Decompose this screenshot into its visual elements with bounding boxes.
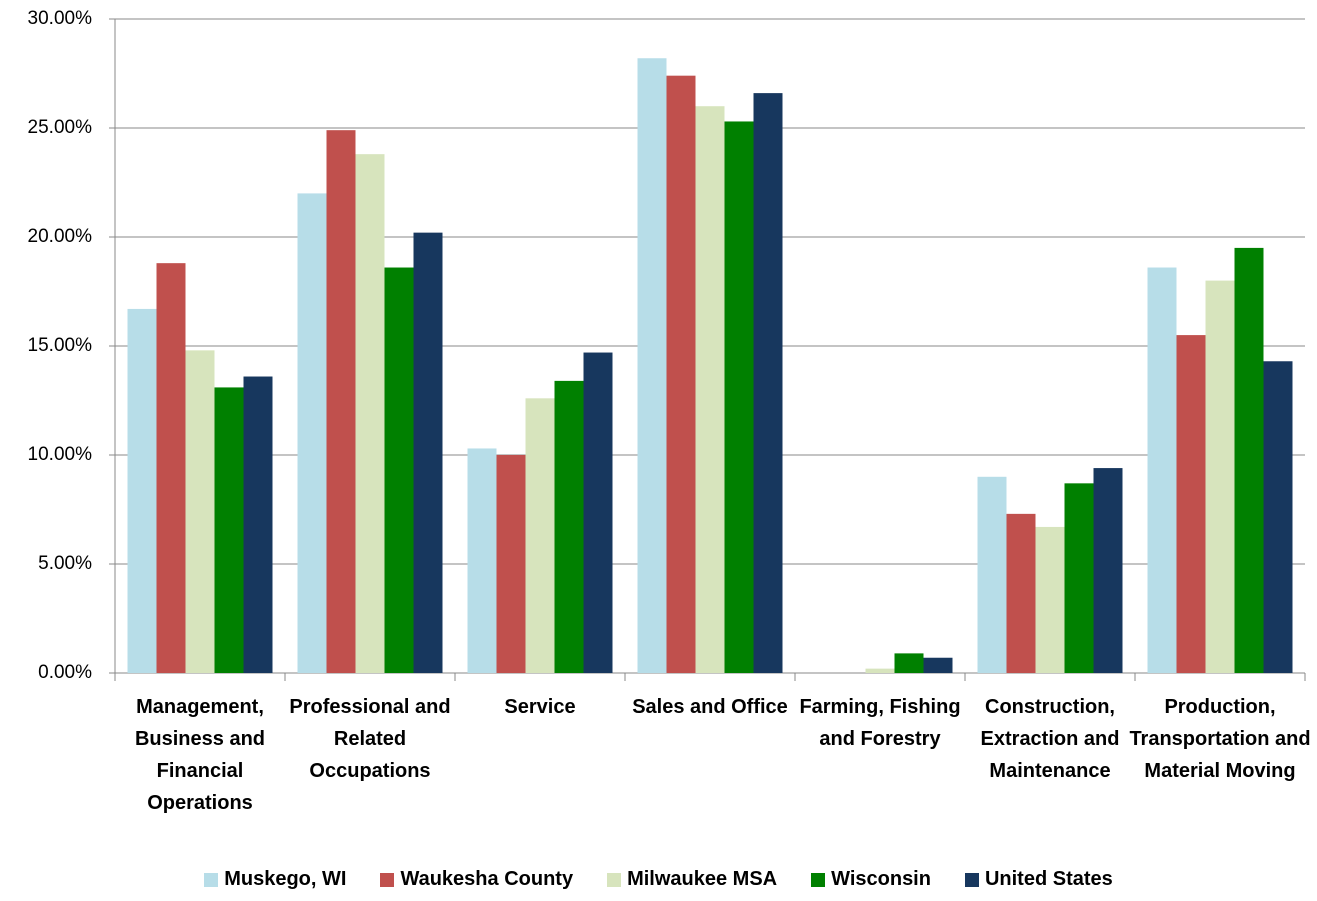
bar (413, 232, 443, 673)
x-label-box: Management, Business and Financial Opera… (134, 696, 266, 814)
legend-item: Waukesha County (380, 868, 573, 891)
bar (1006, 513, 1036, 673)
legend-swatch (204, 872, 219, 887)
bar (753, 93, 783, 674)
legend-swatch (607, 872, 622, 887)
bar (127, 308, 157, 673)
bar (724, 121, 754, 673)
bar (666, 75, 696, 674)
bar (1093, 468, 1123, 673)
x-label-box: Farming, Fishing and Forestry (799, 696, 961, 750)
bar (214, 387, 244, 673)
bar (525, 398, 555, 673)
bar (156, 263, 186, 673)
bar (1234, 247, 1264, 673)
bar (185, 350, 215, 673)
x-label-box: Sales and Office (632, 696, 788, 718)
bar (243, 376, 273, 673)
plot: 0.00% 5.00% 10.00% 15.00% 20.00% 25.00% 30.00%… (28, 8, 1311, 814)
y-tick-label: 10.00% (28, 444, 93, 465)
bar (496, 455, 526, 673)
legend-item: Wisconsin (811, 868, 931, 891)
bar (1035, 526, 1065, 673)
bar (583, 352, 613, 673)
x-tick-label: Management, Business and Financial Opera… (134, 696, 266, 814)
x-tick-label: Sales and Office (632, 696, 788, 718)
bar (384, 267, 414, 673)
legend-label: Wisconsin (831, 868, 931, 890)
bar (1205, 280, 1235, 673)
y-tick-label: 5.00% (38, 553, 92, 574)
legend-item: United States (964, 868, 1113, 891)
y-tick-label: 0.00% (38, 662, 92, 683)
x-label-box: Construction, Extraction and Maintenance (980, 696, 1120, 782)
legend-item: Milwaukee MSA (607, 868, 777, 891)
legend-label: Waukesha County (400, 868, 574, 890)
bar (1064, 483, 1094, 673)
bar (467, 448, 497, 673)
bar (637, 58, 667, 674)
bar (894, 653, 924, 673)
bar (1147, 267, 1177, 673)
bar (297, 193, 327, 673)
x-tick-label: Production, Transportation and Material … (1129, 696, 1311, 782)
y-tick-label: 30.00% (28, 8, 93, 29)
bar (326, 130, 356, 673)
legend-label: Milwaukee MSA (627, 868, 778, 890)
legend-label: United States (984, 868, 1113, 890)
bar (923, 657, 953, 673)
y-tick-label: 15.00% (28, 335, 93, 356)
bar (865, 668, 895, 673)
bar (695, 106, 725, 673)
legend-swatch (964, 872, 979, 887)
legend-label: Muskego, WI (224, 868, 347, 890)
bar (355, 154, 385, 673)
legend-swatch (811, 872, 826, 887)
x-label-box: Professional and Related Occupations (289, 696, 451, 782)
x-label-box: Production, Transportation and Material … (1129, 696, 1311, 782)
y-tick-label: 25.00% (28, 117, 93, 138)
legend-swatch (380, 872, 395, 887)
bar (554, 380, 584, 673)
bar (1263, 361, 1293, 673)
x-tick-label: Farming, Fishing and Forestry (799, 696, 961, 750)
x-tick-label: Construction, Extraction and Maintenance (980, 696, 1120, 782)
bar (1176, 335, 1206, 673)
legend: Muskego, WI Waukesha County Milwaukee MSA W… (0, 868, 1317, 891)
y-tick-label: 20.00% (28, 226, 93, 247)
x-label-box: Service (504, 696, 576, 718)
x-tick-label: Service (504, 696, 576, 718)
bar (977, 476, 1007, 673)
x-tick-label: Professional and Related Occupations (289, 696, 451, 782)
legend-item: Muskego, WI (204, 868, 346, 891)
